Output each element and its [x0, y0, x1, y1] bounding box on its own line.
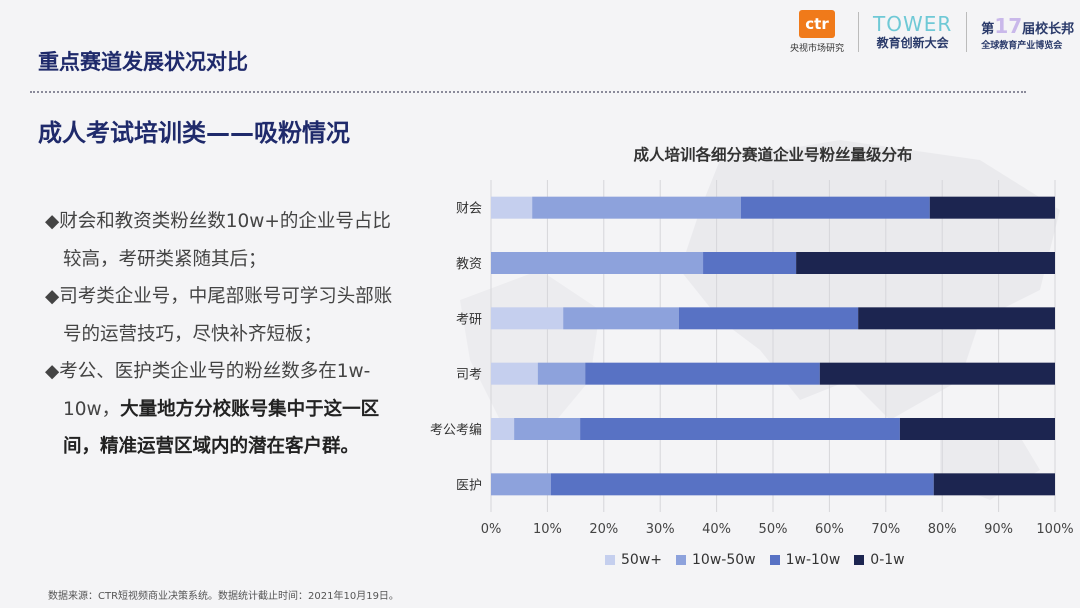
- section-title: 重点赛道发展状况对比: [38, 50, 248, 74]
- x-tick-label: 60%: [815, 522, 844, 537]
- bar-segment: [929, 196, 1055, 219]
- bar-segment: [740, 196, 930, 219]
- x-tick-label: 90%: [984, 522, 1013, 537]
- legend-item: 50w+: [605, 552, 662, 568]
- legend-label: 0-1w: [870, 552, 905, 568]
- legend-swatch: [854, 555, 865, 565]
- divider: [30, 91, 1026, 93]
- expo-subtitle: 全球教育产业博览会: [981, 40, 1063, 51]
- x-tick-label: 0%: [481, 522, 502, 537]
- x-tick-label: 100%: [1036, 522, 1073, 537]
- x-tick-label: 40%: [702, 522, 731, 537]
- chart-legend: 50w+ 10w-50w 1w-10w 0-1w: [605, 552, 905, 568]
- bar-segment: [550, 473, 934, 496]
- bar-segment: [933, 473, 1055, 496]
- bullet-item: ◆考公、医护类企业号的粉丝数多在1w-10w，大量地方分校账号集中于这一区间，精…: [45, 353, 405, 466]
- x-tick-label: 20%: [589, 522, 618, 537]
- x-tick-label: 80%: [928, 522, 957, 537]
- expo-prefix: 第: [981, 21, 995, 37]
- bar-segment: [491, 196, 533, 219]
- tower-logo: TOWER 教育创新大会: [873, 14, 952, 51]
- ctr-logo-text: 央视市场研究: [790, 44, 845, 54]
- bar-segment: [585, 362, 820, 385]
- bar-segment: [491, 362, 538, 385]
- x-tick-label: 30%: [646, 522, 675, 537]
- bar-segment: [703, 252, 797, 274]
- legend-label: 50w+: [621, 552, 662, 568]
- diamond-icon: ◆: [45, 361, 60, 382]
- bullet-text: 考公、医护类企业号的粉丝数多在1w-10w，: [59, 361, 371, 420]
- y-category-label: 司考: [456, 368, 482, 383]
- diamond-icon: ◆: [45, 211, 60, 232]
- logo-bar: ctr 央视市场研究 TOWER 教育创新大会 第17届校长邦 全球教育产业博览…: [790, 8, 1074, 56]
- bar-segment: [514, 418, 581, 440]
- tower-logo-text: 教育创新大会: [876, 35, 949, 50]
- y-category-label: 教资: [456, 256, 482, 272]
- y-category-label: 考公考编: [430, 423, 482, 438]
- bar-segment: [563, 307, 679, 330]
- expo-number: 17: [994, 13, 1023, 38]
- chart-title: 成人培训各细分赛道企业号粉丝量级分布: [633, 146, 913, 164]
- logo-separator: [858, 12, 860, 52]
- x-tick-label: 70%: [871, 522, 900, 537]
- y-category-label: 考研: [456, 312, 482, 327]
- legend-label: 1w-10w: [785, 552, 841, 568]
- legend-label: 10w-50w: [692, 552, 756, 568]
- tower-logo-word: TOWER: [873, 11, 953, 36]
- legend-item: 1w-10w: [769, 552, 841, 568]
- bar-segment: [899, 418, 1055, 440]
- data-source-footnote: 数据来源：CTR短视频商业决策系统。数据统计截止时间：2021年10月19日。: [48, 591, 399, 602]
- bullet-text-bold: 大量地方分校账号集中于这一区间，精准运营区域内的潜在客户群。: [63, 398, 380, 458]
- bullet-list: ◆财会和教资类粉丝数10w+的企业号占比较高，考研类紧随其后； ◆司考类企业号，…: [45, 203, 405, 466]
- diamond-icon: ◆: [45, 286, 60, 307]
- bullet-text: 财会和教资类粉丝数10w+的企业号占比较高，考研类紧随其后；: [59, 211, 391, 270]
- bar-segment: [858, 307, 1055, 330]
- y-category-label: 医护: [456, 478, 482, 493]
- legend-swatch: [676, 555, 686, 565]
- legend-item: 0-1w: [854, 552, 905, 568]
- y-category-label: 财会: [456, 202, 482, 217]
- page-subtitle: 成人考试培训类——吸粉情况: [38, 119, 350, 147]
- bullet-item: ◆司考类企业号，中尾部账号可学习头部账号的运营技巧，尽快补齐短板；: [45, 278, 405, 353]
- x-tick-label: 10%: [533, 522, 562, 537]
- x-tick-label: 50%: [759, 522, 788, 537]
- bar-segment: [491, 418, 515, 440]
- legend-swatch: [605, 555, 615, 565]
- bar-segment: [678, 307, 859, 330]
- legend-item: 10w-50w: [676, 552, 756, 568]
- bar-segment: [532, 196, 741, 219]
- expo-suffix: 届校长邦: [1022, 21, 1075, 37]
- bullet-item: ◆财会和教资类粉丝数10w+的企业号占比较高，考研类紧随其后；: [45, 203, 405, 278]
- ctr-logo-mark: ctr: [799, 10, 835, 38]
- logo-separator: [966, 12, 968, 52]
- bar-segment: [819, 362, 1055, 385]
- bar-segment: [796, 252, 1055, 274]
- bar-segment: [491, 473, 551, 496]
- bar-segment: [537, 362, 586, 385]
- legend-swatch: [769, 555, 780, 565]
- bar-segment: [491, 252, 704, 274]
- bar-segment: [580, 418, 900, 440]
- bar-segment: [491, 307, 564, 330]
- bullet-text: 司考类企业号，中尾部账号可学习头部账号的运营技巧，尽快补齐短板；: [59, 286, 393, 345]
- ctr-logo: ctr 央视市场研究: [790, 10, 844, 54]
- expo-logo: 第17届校长邦 全球教育产业博览会: [981, 14, 1074, 51]
